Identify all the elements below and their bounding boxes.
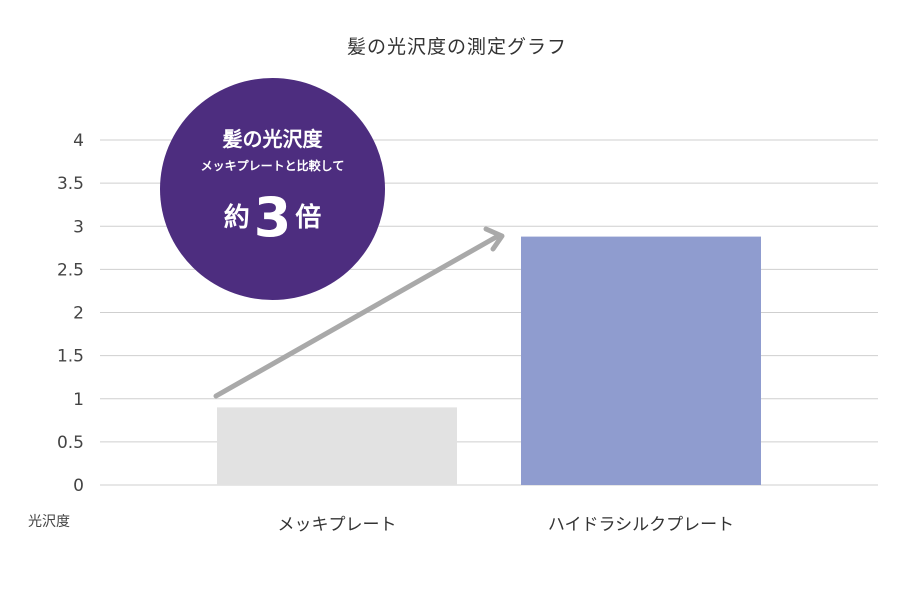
y-axis-label: 光沢度 (28, 514, 70, 530)
comparison-badge: 髪の光沢度 メッキプレートと比較して 約3 倍 (160, 78, 385, 300)
x-category-label: メッキプレート (278, 515, 397, 535)
chart-title: 髪の光沢度の測定グラフ (346, 36, 567, 58)
badge-line1: 髪の光沢度 (222, 127, 323, 151)
y-tick-label: 1 (73, 390, 84, 410)
arrow-head (483, 226, 505, 252)
y-tick-label: 2.5 (57, 260, 84, 280)
x-category-label: ハイドラシルクプレート (548, 515, 734, 535)
y-tick-label: 4 (73, 131, 84, 151)
y-tick-label: 1.5 (57, 347, 84, 367)
badge-suffix: 倍 (295, 203, 322, 233)
badge-line2: メッキプレートと比較して (200, 159, 345, 173)
y-tick-label: 0.5 (57, 433, 84, 453)
bar (521, 236, 761, 485)
y-tick-label: 2 (73, 304, 84, 324)
y-tick-label: 0 (73, 476, 84, 496)
bar (217, 407, 457, 485)
bars (217, 236, 761, 485)
y-axis-ticks: 0 0.5 1 1.5 2 2.5 3 3.5 4 (57, 131, 84, 496)
badge-line3: 約3 倍 (160, 186, 385, 249)
increase-arrow (213, 226, 505, 399)
y-tick-label: 3 (73, 217, 84, 237)
x-axis-labels: メッキプレート ハイドラシルクプレート (278, 515, 735, 535)
badge-number: 3 (253, 186, 292, 249)
badge-prefix: 約 (223, 203, 250, 233)
arrow-shaft (213, 233, 501, 399)
y-tick-label: 3.5 (57, 174, 84, 194)
